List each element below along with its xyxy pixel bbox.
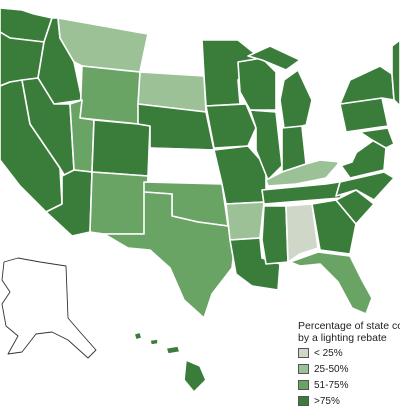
state-ND[interactable]	[139, 33, 205, 77]
hi-island-big-island	[183, 359, 207, 393]
state-NY[interactable]	[339, 65, 395, 105]
state-LA[interactable]	[229, 237, 281, 291]
legend-label: >75%	[314, 395, 340, 407]
state-NE_STATES[interactable]	[391, 39, 400, 107]
legend-item-lt25: < 25%	[298, 346, 400, 360]
state-NC[interactable]	[335, 171, 395, 201]
state-GA[interactable]	[311, 199, 357, 255]
hi-island-kauai	[133, 331, 143, 341]
state-AL[interactable]	[285, 203, 319, 263]
legend-swatch	[298, 380, 309, 390]
state-SC[interactable]	[335, 189, 375, 225]
state-FL[interactable]	[289, 251, 373, 315]
state-MS[interactable]	[261, 205, 289, 265]
legend-item-gt75: >75%	[298, 394, 400, 408]
legend-item-51-75: 51-75%	[298, 378, 400, 392]
hi-island-molokai-maui	[165, 345, 181, 355]
state-MI[interactable]	[279, 69, 313, 129]
state-CA[interactable]	[0, 79, 63, 213]
state-WV[interactable]	[333, 137, 363, 167]
state-MN[interactable]	[201, 39, 259, 107]
state-TX[interactable]	[103, 191, 237, 319]
legend-label: < 25%	[314, 347, 343, 359]
state-CO[interactable]	[91, 119, 151, 177]
legend-swatch	[298, 348, 309, 358]
state-MD[interactable]	[359, 127, 395, 149]
legend-swatch	[298, 396, 309, 406]
state-WY[interactable]	[79, 65, 141, 125]
state-WI[interactable]	[237, 57, 277, 111]
state-NM[interactable]	[89, 171, 149, 235]
state-AR[interactable]	[225, 201, 265, 241]
legend-swatch	[298, 364, 309, 374]
legend-title-line2: by a lighting rebate	[298, 332, 387, 344]
map-legend: Percentage of state coverage by a lighti…	[298, 320, 400, 408]
legend-item-25-50: 25-50%	[298, 362, 400, 376]
state-HI[interactable]	[133, 331, 207, 393]
state-NE[interactable]	[137, 103, 215, 151]
hi-island-oahu	[149, 338, 159, 346]
state-KS[interactable]	[149, 147, 223, 185]
state-IA[interactable]	[205, 103, 257, 149]
state-AK[interactable]	[1, 257, 97, 359]
legend-label: 25-50%	[314, 363, 349, 375]
state-MI-UP[interactable]	[247, 45, 301, 71]
legend-title-line1: Percentage of state coverage	[298, 320, 400, 332]
state-AZ[interactable]	[45, 169, 93, 237]
legend-label: 51-75%	[314, 379, 349, 391]
